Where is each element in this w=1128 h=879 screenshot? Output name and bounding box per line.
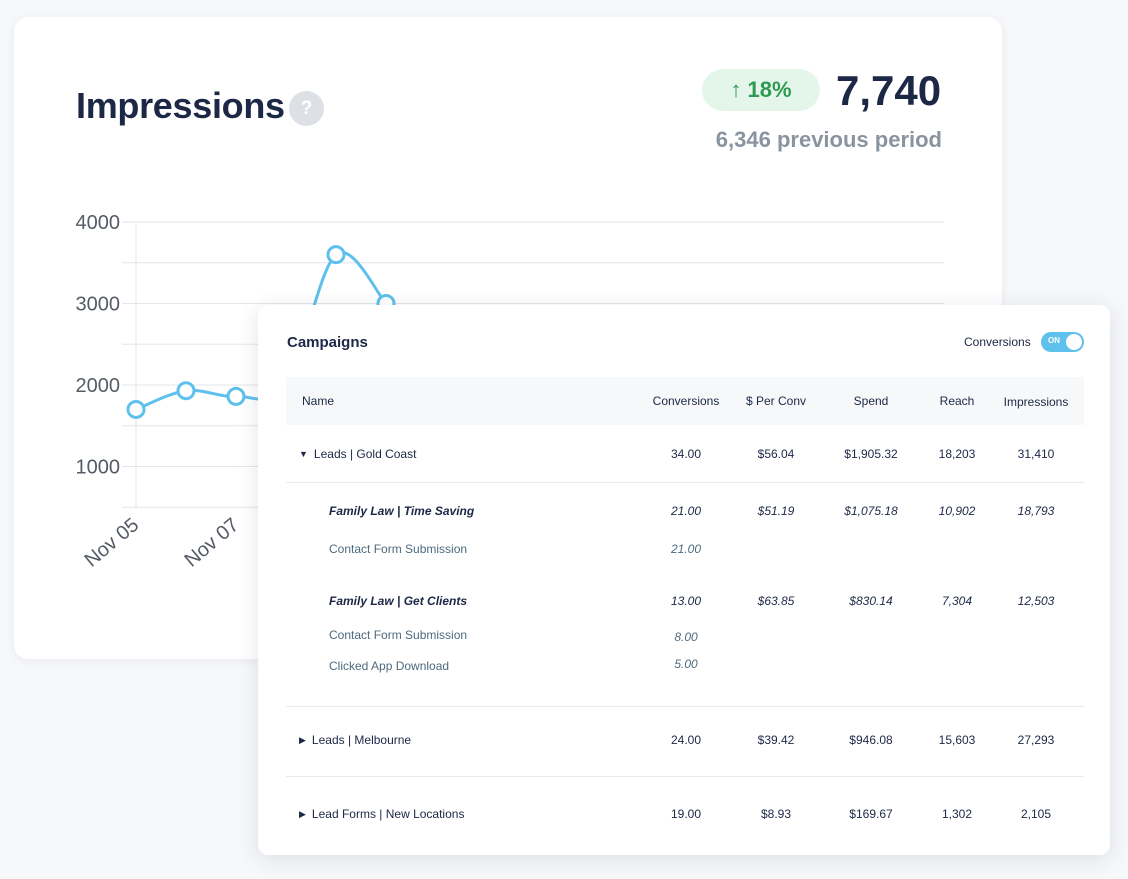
- table-row[interactable]: Family Law | Get Clients: [329, 594, 468, 608]
- row-name: Leads | Melbourne: [311, 733, 412, 747]
- row-conversions: 8.00: [674, 630, 698, 644]
- conversions-toggle[interactable]: ON: [1041, 332, 1084, 352]
- toggle-knob[interactable]: [1066, 334, 1082, 350]
- row-conversions: 13.00: [670, 594, 702, 608]
- list-item[interactable]: Clicked App Download: [329, 659, 450, 673]
- x-tick-label: Nov 05: [81, 514, 144, 572]
- row-reach: 7,304: [941, 594, 973, 608]
- row-reach: 10,902: [938, 504, 976, 518]
- row-conversions: 19.00: [670, 807, 702, 821]
- column-name[interactable]: Name: [302, 394, 335, 408]
- toggle-state: ON: [1048, 336, 1060, 345]
- row-reach: 15,603: [938, 733, 976, 747]
- row-per-conv: $51.19: [757, 504, 795, 518]
- table-row[interactable]: ▶ Lead Forms | New Locations: [299, 807, 464, 821]
- caret-down-icon[interactable]: ▼: [299, 449, 308, 459]
- list-item[interactable]: Contact Form Submission: [329, 628, 468, 642]
- y-tick-label: 4000: [76, 212, 121, 234]
- impressions-title: Impressions: [76, 85, 285, 126]
- list-item[interactable]: Contact Form Submission: [329, 542, 468, 556]
- data-point[interactable]: [126, 399, 146, 419]
- row-impressions: 27,293: [1017, 733, 1055, 747]
- row-per-conv: $8.93: [760, 807, 792, 821]
- row-conversions: 5.00: [674, 657, 698, 671]
- delta-value: 18%: [747, 77, 792, 102]
- row-divider: [286, 776, 1084, 777]
- table-header: [286, 377, 1084, 425]
- data-point[interactable]: [326, 245, 346, 265]
- caret-right-icon[interactable]: ▶: [299, 809, 306, 819]
- row-reach: 18,203: [938, 447, 976, 461]
- column-reach[interactable]: Reach: [939, 394, 975, 408]
- row-divider: [286, 706, 1084, 707]
- row-conversions: 21.00: [670, 504, 702, 518]
- x-tick-label: Nov 07: [181, 514, 244, 572]
- row-spend: $169.67: [849, 807, 893, 821]
- caret-right-icon[interactable]: ▶: [299, 735, 306, 745]
- previous-period: 6,346 previous period: [715, 127, 942, 152]
- row-name: Lead Forms | New Locations: [311, 807, 465, 821]
- y-tick-label: 1000: [76, 457, 121, 479]
- y-tick-label: 3000: [76, 294, 121, 316]
- row-spend: $1,075.18: [844, 504, 898, 518]
- row-divider: [286, 482, 1084, 483]
- row-per-conv: $56.04: [757, 447, 795, 461]
- row-spend: $1,905.32: [844, 447, 898, 461]
- table-row[interactable]: ▼ Leads | Gold Coast: [299, 447, 416, 461]
- row-impressions: 2,105: [1020, 807, 1052, 821]
- column-per-conv[interactable]: $ Per Conv: [745, 394, 807, 408]
- help-icon[interactable]: ?: [289, 91, 324, 126]
- row-impressions: 31,410: [1017, 447, 1055, 461]
- row-reach: 1,302: [941, 807, 973, 821]
- row-impressions: 18,793: [1017, 504, 1055, 518]
- row-spend: $830.14: [849, 594, 893, 608]
- row-conversions: 24.00: [670, 733, 702, 747]
- campaigns-title: Campaigns: [287, 334, 368, 351]
- arrow-up-icon: ↑: [730, 77, 742, 102]
- row-spend: $946.08: [849, 733, 893, 747]
- row-per-conv: $39.42: [757, 733, 795, 747]
- row-conversions: 34.00: [670, 447, 702, 461]
- table-row[interactable]: ▶ Leads | Melbourne: [299, 733, 411, 747]
- column-spend[interactable]: Spend: [853, 394, 889, 408]
- column-impressions[interactable]: Impressions: [1003, 395, 1069, 409]
- data-point[interactable]: [226, 386, 246, 406]
- delta-badge: ↑ 18%: [702, 69, 820, 111]
- row-impressions: 12,503: [1017, 594, 1055, 608]
- row-name: Leads | Gold Coast: [313, 447, 417, 461]
- column-conversions[interactable]: Conversions: [652, 394, 720, 408]
- row-per-conv: $63.85: [757, 594, 795, 608]
- row-conversions: 21.00: [670, 542, 702, 556]
- conversions-toggle-label: Conversions: [964, 335, 1031, 349]
- impressions-total: 7,740: [836, 67, 942, 114]
- table-row[interactable]: Family Law | Time Saving: [329, 504, 475, 518]
- y-tick-label: 2000: [76, 375, 121, 397]
- data-point[interactable]: [176, 381, 196, 401]
- campaigns-card: Campaigns Conversions ON Name Conversion…: [258, 305, 1110, 855]
